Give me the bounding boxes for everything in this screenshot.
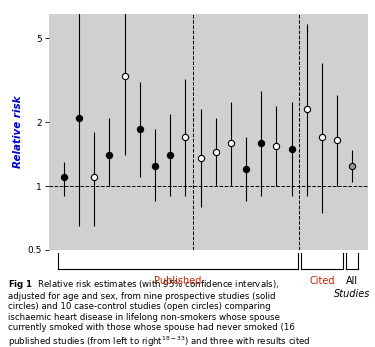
Y-axis label: Relative risk: Relative risk <box>13 96 23 168</box>
Text: Cited: Cited <box>309 276 335 286</box>
Text: Studies: Studies <box>334 289 370 299</box>
Text: Published: Published <box>154 276 201 286</box>
Text: $\bf{Fig\ 1}$  Relative risk estimates (with 95% confidence intervals),
adjusted: $\bf{Fig\ 1}$ Relative risk estimates (w… <box>8 278 310 347</box>
Text: All: All <box>346 276 358 286</box>
